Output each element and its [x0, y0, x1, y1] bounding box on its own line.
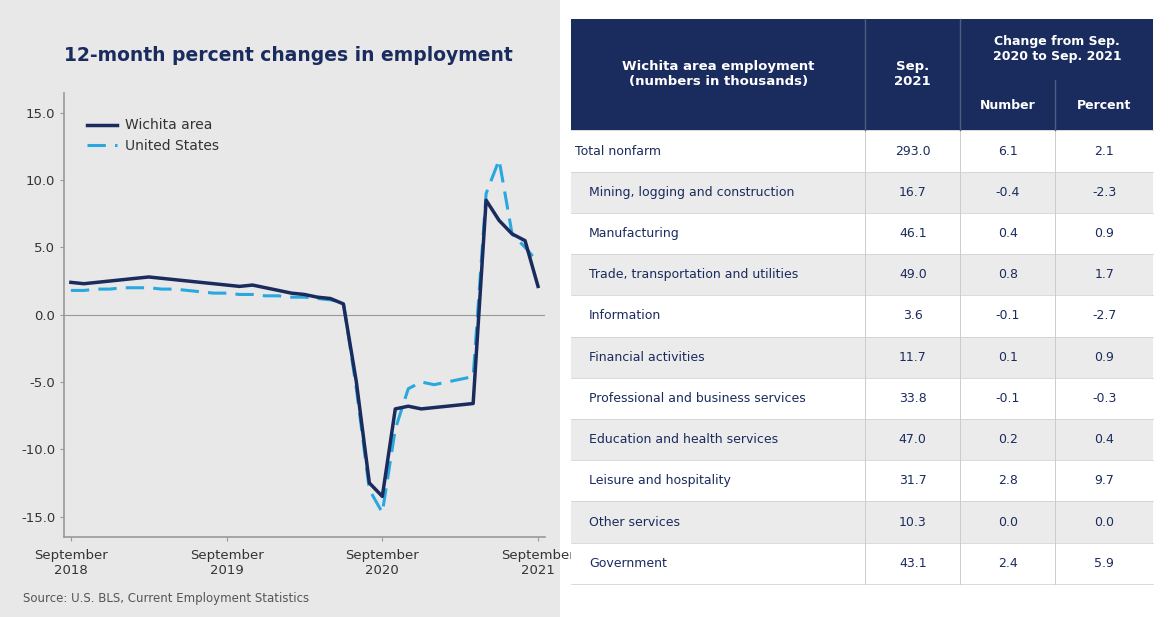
Text: 9.7: 9.7 — [1095, 474, 1114, 487]
Text: 1.7: 1.7 — [1095, 268, 1114, 281]
Text: 2.4: 2.4 — [998, 557, 1018, 569]
Text: 47.0: 47.0 — [899, 433, 926, 446]
Text: 5.9: 5.9 — [1095, 557, 1114, 569]
Text: Sep.
2021: Sep. 2021 — [895, 60, 931, 88]
Text: -0.1: -0.1 — [995, 309, 1020, 323]
Text: 43.1: 43.1 — [899, 557, 926, 569]
Text: 12-month percent changes in employment: 12-month percent changes in employment — [64, 46, 513, 65]
Text: -0.1: -0.1 — [995, 392, 1020, 405]
Text: Education and health services: Education and health services — [589, 433, 779, 446]
Text: Mining, logging and construction: Mining, logging and construction — [589, 186, 794, 199]
Text: 2.8: 2.8 — [998, 474, 1018, 487]
Text: 49.0: 49.0 — [899, 268, 926, 281]
Text: Total nonfarm: Total nonfarm — [575, 144, 660, 157]
Text: -2.7: -2.7 — [1093, 309, 1116, 323]
Text: -2.3: -2.3 — [1093, 186, 1116, 199]
Text: 0.4: 0.4 — [998, 227, 1018, 240]
Text: Leisure and hospitality: Leisure and hospitality — [589, 474, 731, 487]
Text: 0.2: 0.2 — [998, 433, 1018, 446]
Text: Financial activities: Financial activities — [589, 350, 705, 363]
Text: 0.0: 0.0 — [1094, 516, 1115, 529]
Text: Change from Sep.
2020 to Sep. 2021: Change from Sep. 2020 to Sep. 2021 — [993, 35, 1121, 64]
Text: 11.7: 11.7 — [899, 350, 926, 363]
Text: Source: U.S. BLS, Current Employment Statistics: Source: U.S. BLS, Current Employment Sta… — [23, 592, 309, 605]
Text: 31.7: 31.7 — [899, 474, 926, 487]
Text: Wichita area employment
(numbers in thousands): Wichita area employment (numbers in thou… — [622, 60, 815, 88]
Legend: Wichita area, United States: Wichita area, United States — [81, 113, 225, 159]
Text: 46.1: 46.1 — [899, 227, 926, 240]
Text: Number: Number — [980, 99, 1035, 112]
Text: 6.1: 6.1 — [998, 144, 1018, 157]
Text: 33.8: 33.8 — [899, 392, 926, 405]
Text: 0.0: 0.0 — [998, 516, 1018, 529]
Text: Manufacturing: Manufacturing — [589, 227, 679, 240]
Text: 16.7: 16.7 — [899, 186, 926, 199]
Text: 0.4: 0.4 — [1095, 433, 1114, 446]
Text: Professional and business services: Professional and business services — [589, 392, 806, 405]
Text: 3.6: 3.6 — [903, 309, 923, 323]
Text: Other services: Other services — [589, 516, 680, 529]
Text: 0.9: 0.9 — [1095, 350, 1114, 363]
Text: Percent: Percent — [1077, 99, 1131, 112]
Text: 293.0: 293.0 — [895, 144, 931, 157]
Text: 0.9: 0.9 — [1095, 227, 1114, 240]
Text: 0.1: 0.1 — [998, 350, 1018, 363]
Text: Information: Information — [589, 309, 662, 323]
Text: -0.4: -0.4 — [995, 186, 1020, 199]
Text: 0.8: 0.8 — [998, 268, 1018, 281]
Text: 2.1: 2.1 — [1095, 144, 1114, 157]
Text: -0.3: -0.3 — [1093, 392, 1116, 405]
Text: Trade, transportation and utilities: Trade, transportation and utilities — [589, 268, 799, 281]
Text: Government: Government — [589, 557, 667, 569]
Text: 10.3: 10.3 — [899, 516, 926, 529]
